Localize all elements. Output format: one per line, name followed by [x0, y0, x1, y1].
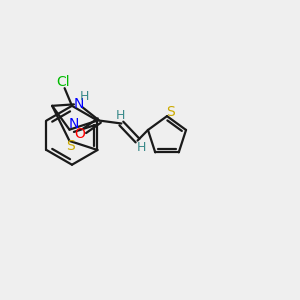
Text: O: O: [75, 128, 86, 141]
Text: S: S: [166, 105, 175, 119]
Text: H: H: [136, 141, 146, 154]
Text: S: S: [66, 139, 74, 153]
Text: Cl: Cl: [56, 75, 70, 89]
Text: H: H: [80, 91, 89, 103]
Text: N: N: [69, 117, 79, 131]
Text: N: N: [74, 98, 84, 111]
Text: H: H: [116, 109, 125, 122]
